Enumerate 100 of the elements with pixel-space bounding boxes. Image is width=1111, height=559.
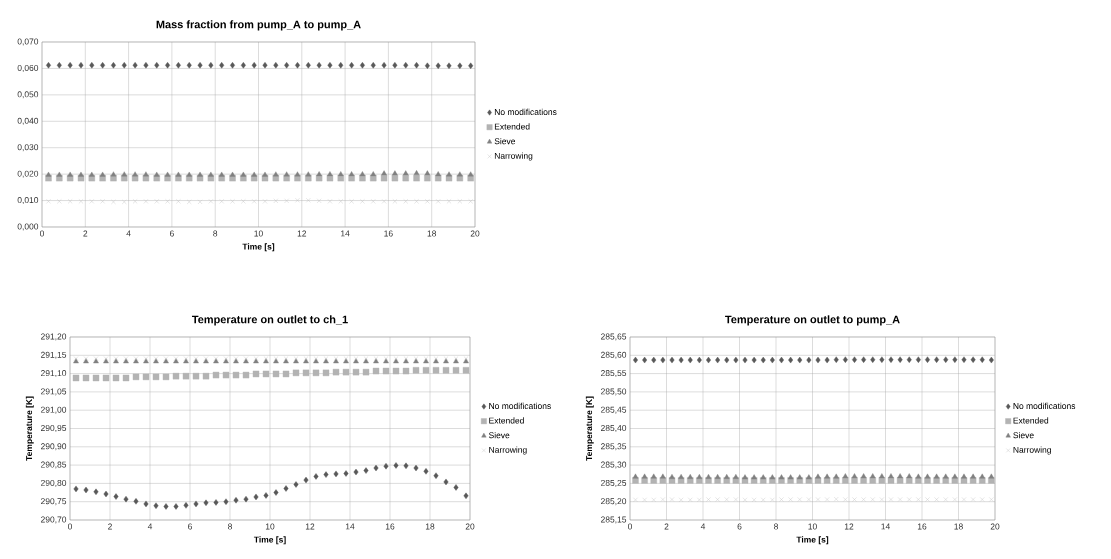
point [751,497,757,503]
point [824,356,830,364]
point [342,368,350,376]
point [165,199,170,204]
point [796,474,803,480]
point [352,368,360,376]
point [100,62,106,69]
point [219,62,225,69]
point [193,500,199,508]
point [332,368,340,376]
legend-label: No modifications [494,108,557,115]
point [970,497,976,502]
point [83,486,89,494]
point [788,497,793,502]
point [154,199,160,204]
point [283,171,290,177]
point [979,356,985,363]
point [100,199,105,204]
x-tick-label: 0 [67,523,73,530]
point [797,356,803,364]
point [82,374,90,382]
y-tick-label: 0,010 [17,197,39,205]
y-tick-label: 0,030 [17,144,39,152]
point [915,356,921,363]
point [870,356,876,363]
point [925,497,930,502]
point [897,497,903,502]
point [952,473,958,479]
y-tick-label: 285,65 [601,333,627,341]
point [403,62,409,69]
point [121,62,127,69]
point [916,497,921,502]
point [833,496,839,502]
point [122,374,130,382]
point [273,62,279,69]
x-tick-label: 18 [425,523,435,530]
point [382,367,390,375]
x-tick-label: 14 [345,523,355,530]
x-tick-label: 18 [954,523,963,530]
point [272,370,280,378]
point [370,62,376,69]
point [78,171,84,177]
point [467,171,474,177]
point [175,171,182,177]
x-tick-label: 16 [917,523,927,530]
point [197,62,203,69]
point [381,199,387,204]
point [121,171,128,177]
point [197,171,203,177]
point [380,174,388,182]
point [696,473,703,479]
point [102,374,110,382]
point [414,199,419,204]
point [906,473,913,479]
point [273,198,279,204]
point [723,473,730,479]
point [370,171,377,177]
point [715,356,721,364]
legend-label: Narrowing [494,152,533,161]
point [433,472,439,479]
point [414,62,419,69]
point [961,356,967,363]
point [751,474,757,480]
x-tick-label: 4 [126,230,131,237]
point [760,474,767,480]
point [143,171,149,177]
point [988,356,994,364]
point [93,488,99,496]
point [715,497,720,502]
x-tick-label: 20 [465,523,475,530]
point [879,497,885,502]
x-tick-label: 2 [83,230,88,237]
point [687,497,693,503]
point [186,171,193,177]
point [372,367,380,375]
point [632,473,639,479]
point [132,62,138,69]
point [46,62,51,69]
point [353,468,359,476]
point [933,473,940,479]
point [815,356,821,364]
y-tick-label: 290,75 [41,498,67,506]
y-tick-label: 285,60 [601,351,627,359]
point [223,498,229,505]
point [452,367,460,374]
point [381,62,387,69]
y-tick-label: 290,90 [41,443,67,451]
point [833,356,839,363]
point [851,473,858,479]
point [333,470,339,478]
y-tick-label: 0,040 [17,117,39,125]
point [888,356,894,363]
x-tick-label: 20 [470,230,480,237]
point [360,199,365,204]
point [292,369,300,377]
y-tick-label: 0,070 [17,38,39,46]
point [897,356,903,363]
point [175,62,181,69]
point [294,171,301,177]
point [252,370,260,378]
